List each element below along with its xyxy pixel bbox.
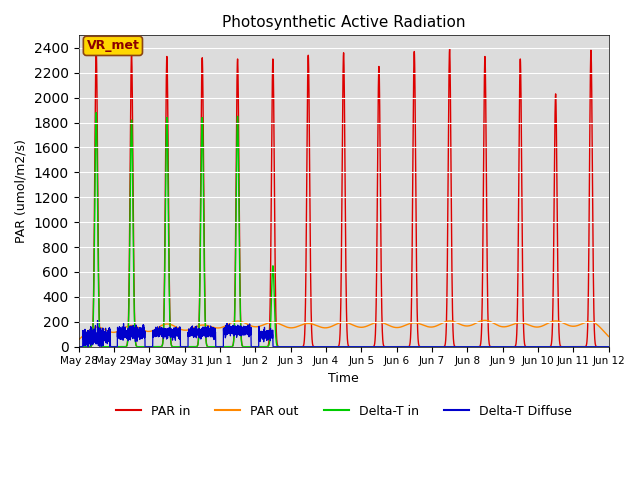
PAR in <box>445 46 453 52</box>
Delta-T Diffuse <box>93 318 101 324</box>
PAR out <box>506 323 514 328</box>
Y-axis label: PAR (umol/m2/s): PAR (umol/m2/s) <box>15 139 28 243</box>
PAR in <box>506 344 514 349</box>
PAR in <box>75 344 83 349</box>
PAR out <box>605 334 612 339</box>
X-axis label: Time: Time <box>328 372 359 385</box>
Delta-T Diffuse <box>192 332 200 337</box>
Delta-T in <box>109 344 116 349</box>
Delta-T in <box>92 109 100 115</box>
Line: Delta-T in: Delta-T in <box>79 112 609 347</box>
PAR in <box>109 344 116 349</box>
Legend: PAR in, PAR out, Delta-T in, Delta-T Diffuse: PAR in, PAR out, Delta-T in, Delta-T Dif… <box>111 400 577 423</box>
Delta-T in <box>192 344 200 349</box>
PAR out <box>257 323 265 329</box>
PAR out <box>192 324 200 330</box>
PAR in <box>192 344 200 349</box>
Delta-T Diffuse <box>306 344 314 349</box>
Delta-T in <box>88 342 95 348</box>
Delta-T in <box>605 344 612 349</box>
PAR out <box>88 325 95 331</box>
Line: PAR in: PAR in <box>79 49 609 347</box>
Delta-T Diffuse <box>88 334 95 340</box>
Delta-T Diffuse <box>75 344 83 349</box>
PAR out <box>75 337 83 343</box>
Delta-T Diffuse <box>605 344 612 349</box>
PAR in <box>257 344 265 349</box>
Delta-T in <box>506 344 514 349</box>
Delta-T Diffuse <box>257 333 265 339</box>
PAR out <box>109 329 116 335</box>
Title: Photosynthetic Active Radiation: Photosynthetic Active Radiation <box>222 15 465 30</box>
PAR out <box>306 321 314 326</box>
PAR in <box>306 210 314 216</box>
Delta-T Diffuse <box>506 344 514 349</box>
Delta-T in <box>257 344 265 349</box>
Delta-T in <box>324 344 332 349</box>
Delta-T in <box>306 344 314 349</box>
PAR in <box>88 341 95 347</box>
PAR in <box>605 344 612 349</box>
Text: VR_met: VR_met <box>86 39 140 52</box>
Delta-T Diffuse <box>109 344 116 349</box>
Line: PAR out: PAR out <box>79 320 609 340</box>
Delta-T in <box>75 344 83 349</box>
Line: Delta-T Diffuse: Delta-T Diffuse <box>79 321 609 347</box>
PAR out <box>481 317 488 323</box>
